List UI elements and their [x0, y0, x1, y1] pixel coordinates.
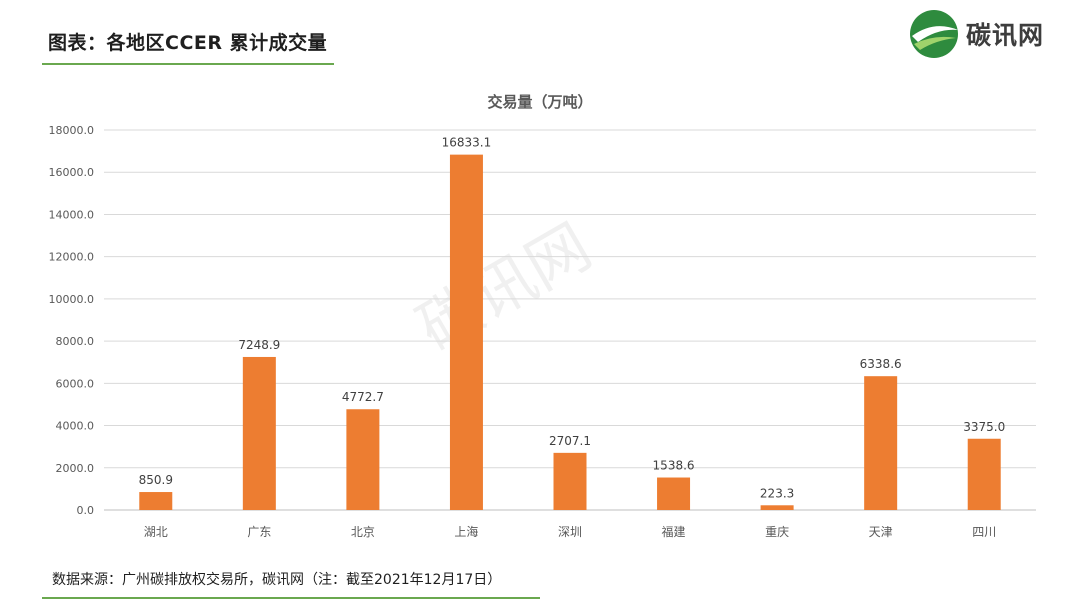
- data-label: 7248.9: [238, 338, 280, 352]
- bar: [864, 376, 898, 510]
- title-underline: [42, 63, 334, 65]
- x-tick-label: 北京: [351, 525, 375, 539]
- bar-chart: 碳讯网 0.0 2000.0 4000.0 6000.0 8000.0 10000.0 12…: [49, 93, 1036, 539]
- bar: [967, 438, 1001, 510]
- x-tick-label: 福建: [662, 524, 686, 539]
- x-tick-label: 湖北: [144, 524, 168, 539]
- source-underline: [42, 597, 540, 599]
- bar: [242, 356, 276, 510]
- page-title: 图表：各地区CCER 累计成交量: [48, 32, 328, 54]
- green-leaf-circle-icon: [910, 10, 958, 58]
- y-tick-label: 16000.0: [49, 166, 95, 179]
- y-tick-label: 2000.0: [56, 462, 95, 475]
- y-tick-label: 10000.0: [49, 293, 95, 306]
- y-tick-label: 6000.0: [56, 377, 95, 390]
- bar: [553, 452, 587, 510]
- x-tick-label: 深圳: [558, 525, 582, 539]
- data-label: 6338.6: [860, 357, 902, 371]
- data-label: 850.9: [139, 473, 173, 487]
- data-label: 3375.0: [963, 420, 1005, 434]
- x-tick-label: 重庆: [765, 525, 789, 539]
- x-tick-label: 天津: [869, 525, 893, 539]
- watermark-text: 碳讯网: [405, 209, 603, 365]
- data-label: 223.3: [760, 486, 794, 500]
- bar: [346, 409, 380, 510]
- y-tick-label: 18000.0: [49, 124, 95, 137]
- y-tick-label: 14000.0: [49, 208, 95, 221]
- x-tick-label: 广东: [247, 525, 271, 539]
- bar: [657, 477, 691, 510]
- chart-title: 交易量（万吨）: [487, 93, 592, 111]
- x-tick-label: 四川: [972, 525, 996, 539]
- bar: [139, 492, 173, 510]
- data-label: 1538.6: [653, 459, 695, 473]
- bar: [449, 154, 483, 510]
- data-label: 2707.1: [549, 434, 591, 448]
- logo-text: 碳讯网: [966, 21, 1045, 50]
- x-tick-label: 上海: [454, 524, 478, 539]
- data-label: 4772.7: [342, 390, 384, 404]
- bar: [760, 505, 794, 510]
- y-tick-label: 8000.0: [56, 335, 95, 348]
- brand-logo: 碳讯网: [908, 6, 1068, 62]
- y-tick-label: 0.0: [77, 504, 95, 517]
- y-tick-label: 4000.0: [56, 420, 95, 433]
- y-tick-label: 12000.0: [49, 251, 95, 264]
- data-label: 16833.1: [442, 136, 492, 150]
- data-source-note: 数据来源：广州碳排放权交易所，碳讯网（注：截至2021年12月17日）: [52, 572, 502, 588]
